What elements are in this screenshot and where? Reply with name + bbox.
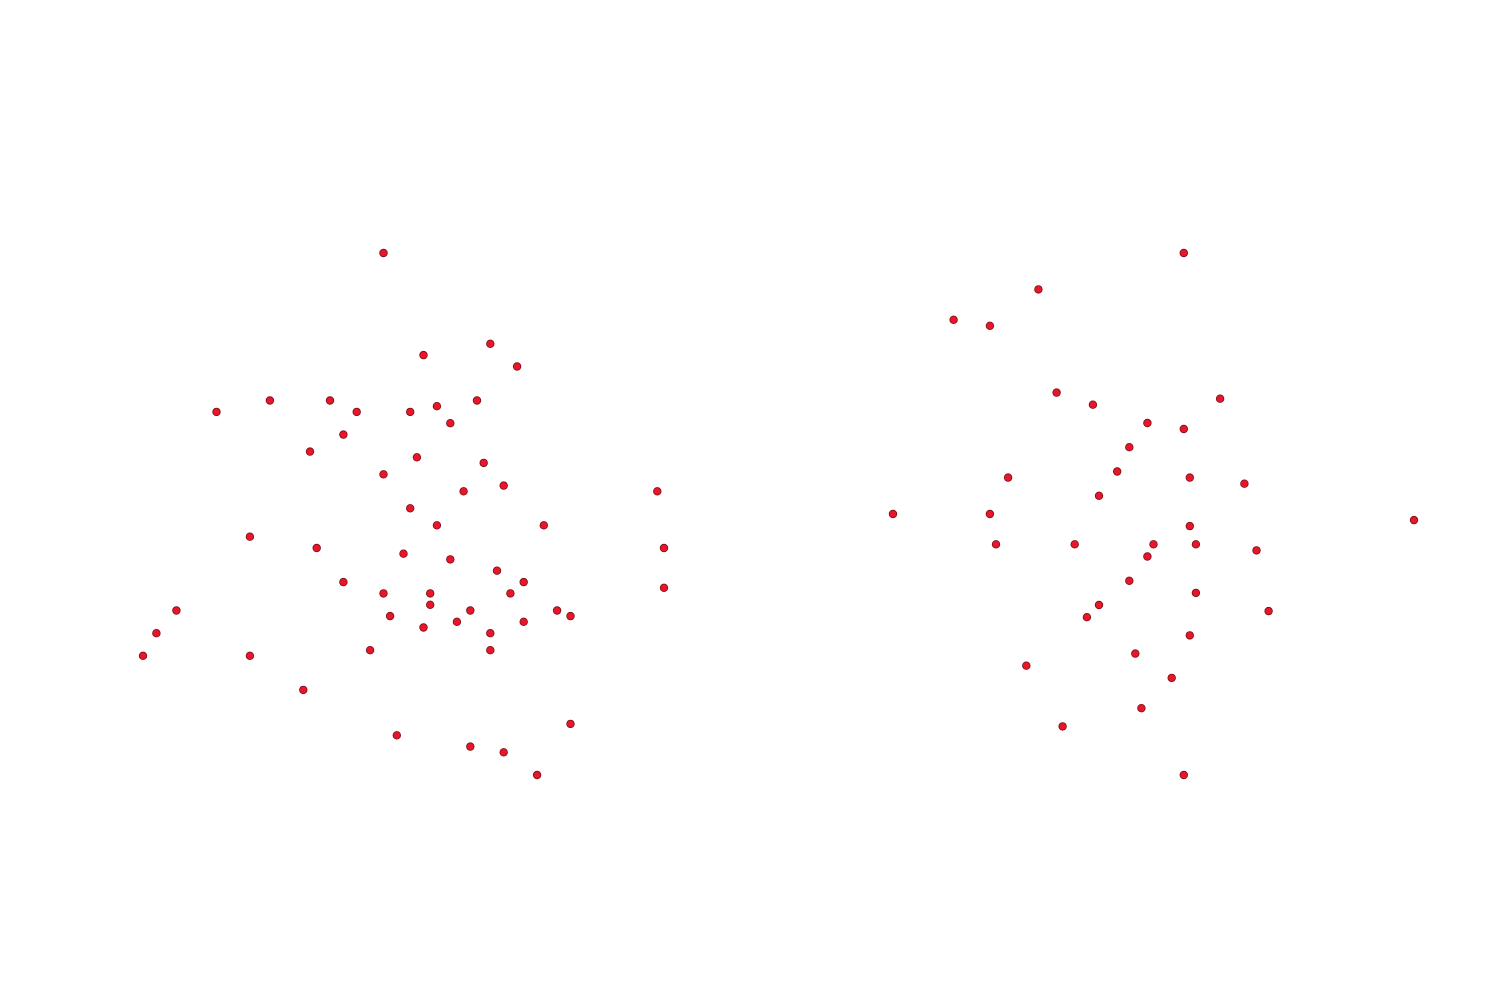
scatter-point bbox=[1191, 540, 1201, 549]
scatter-point bbox=[426, 589, 435, 598]
scatter-point bbox=[985, 321, 995, 330]
scatter-point bbox=[479, 458, 488, 468]
scatter-point bbox=[446, 419, 455, 428]
scatter-point bbox=[1191, 588, 1201, 598]
scatter-point bbox=[1149, 540, 1158, 549]
scatter-point bbox=[499, 481, 508, 490]
scatter-point bbox=[1094, 600, 1104, 610]
scatter-point bbox=[1252, 546, 1261, 555]
scatter-point bbox=[659, 543, 669, 553]
scatter-point bbox=[399, 549, 408, 558]
scatter-point bbox=[419, 350, 428, 360]
scatter-point bbox=[1185, 631, 1194, 640]
scatter-point bbox=[1131, 649, 1140, 658]
scatter-point bbox=[486, 646, 495, 655]
scatter-point bbox=[459, 487, 468, 496]
scatter-point bbox=[412, 453, 422, 462]
scatter-point bbox=[1143, 418, 1152, 428]
scatter-point bbox=[519, 617, 528, 626]
scatter-point bbox=[452, 617, 462, 626]
scatter-point bbox=[1185, 473, 1194, 482]
scatter-point bbox=[1179, 424, 1188, 434]
scatter-point bbox=[991, 540, 1001, 549]
scatter-point bbox=[379, 589, 388, 598]
scatter-point bbox=[446, 555, 455, 564]
scatter-point bbox=[1240, 479, 1249, 488]
scatter-point bbox=[1185, 521, 1194, 531]
scatter-point bbox=[888, 509, 898, 519]
scatter-point bbox=[506, 589, 515, 598]
scatter-point bbox=[138, 651, 148, 660]
scatter-point bbox=[532, 770, 542, 780]
scatter-point bbox=[379, 248, 388, 258]
scatter-point bbox=[432, 402, 442, 411]
scatter-point bbox=[552, 606, 562, 615]
scatter-point bbox=[1179, 248, 1188, 258]
scatter-point bbox=[512, 362, 522, 371]
scatter-point bbox=[1082, 613, 1092, 622]
scatter-point bbox=[1143, 552, 1152, 561]
scatter-point bbox=[392, 731, 401, 740]
scatter-point bbox=[312, 543, 321, 553]
scatter-panel-right bbox=[888, 248, 1419, 780]
scatter-point bbox=[172, 606, 181, 615]
scatter-point bbox=[379, 470, 388, 479]
scatter-point bbox=[1058, 722, 1067, 731]
scatter-point bbox=[659, 583, 669, 592]
scatter-point bbox=[519, 577, 528, 587]
scatter-point bbox=[1264, 606, 1273, 616]
scatter-point bbox=[472, 396, 482, 405]
scatter-point bbox=[1167, 673, 1176, 683]
scatter-point bbox=[1052, 388, 1061, 397]
scatter-point bbox=[339, 577, 348, 587]
scatter-point bbox=[466, 606, 475, 615]
scatter-point bbox=[1003, 473, 1013, 482]
scatter-point bbox=[653, 487, 662, 496]
scatter-point bbox=[566, 719, 575, 729]
scatter-point bbox=[1125, 443, 1134, 452]
scatter-point bbox=[1179, 770, 1188, 780]
scatter-point bbox=[365, 646, 375, 655]
scatter-point bbox=[385, 611, 395, 621]
scatter-point bbox=[492, 566, 502, 575]
scatter-point bbox=[352, 407, 361, 417]
scatter-point bbox=[212, 407, 221, 417]
scatter-point bbox=[1125, 576, 1134, 585]
scatter-point bbox=[499, 748, 508, 757]
scatter-point bbox=[466, 742, 475, 751]
scatter-point bbox=[1409, 515, 1419, 525]
scatter-panel-left bbox=[138, 248, 669, 780]
scatter-point bbox=[245, 651, 255, 660]
scatter-point bbox=[426, 600, 435, 609]
scatter-point bbox=[245, 532, 255, 541]
scatter-point bbox=[566, 611, 575, 621]
scatter-point bbox=[305, 447, 315, 456]
scatter-point bbox=[1215, 394, 1225, 403]
scatter-point bbox=[1112, 467, 1122, 476]
scatter-point bbox=[1094, 491, 1104, 500]
scatter-point bbox=[1070, 540, 1079, 549]
scatter-point bbox=[985, 509, 995, 519]
scatter-point bbox=[539, 521, 548, 530]
scatter-point bbox=[1022, 661, 1031, 670]
scatter-point bbox=[325, 396, 335, 405]
scatter-point bbox=[419, 623, 428, 632]
scatter-point bbox=[1034, 285, 1043, 294]
scatter-point bbox=[486, 339, 495, 348]
scatter-point bbox=[406, 407, 415, 417]
scatter-point bbox=[299, 685, 308, 695]
scatter-point bbox=[339, 430, 348, 439]
scatter-point bbox=[1137, 704, 1146, 713]
scatter-point bbox=[152, 629, 161, 638]
scatter-point bbox=[1088, 400, 1098, 409]
scatter-point bbox=[432, 521, 442, 530]
scatter-point bbox=[406, 504, 415, 513]
scatter-point bbox=[486, 629, 495, 638]
scatter-point bbox=[949, 315, 958, 324]
scatter-point bbox=[265, 396, 275, 405]
